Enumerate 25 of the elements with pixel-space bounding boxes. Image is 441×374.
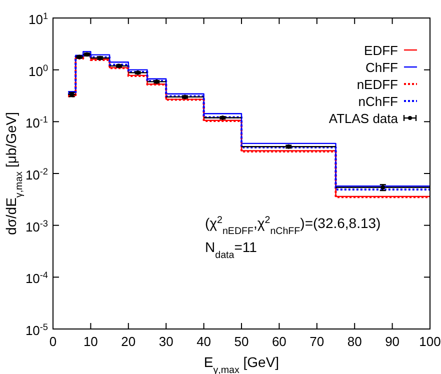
- legend-label: nEDFF: [356, 77, 398, 92]
- x-tick-label: 30: [158, 334, 174, 349]
- x-tick-label: 60: [272, 334, 286, 349]
- x-tick-label: 0: [49, 334, 57, 349]
- x-tick-label: 40: [196, 334, 212, 349]
- x-tick-label: 70: [310, 334, 324, 349]
- x-tick-label: 80: [347, 334, 362, 349]
- y-tick-label: 10$^{-2}$: [25, 166, 48, 182]
- legend-label: EDFF: [364, 43, 398, 58]
- annotation: (χ$^{2}$$_{nEDFF}$,χ$^{2}$$_{nChFF}$)=(32.6,8.13): [205, 214, 381, 236]
- legend-label: ChFF: [366, 60, 398, 75]
- x-tick-label: 20: [121, 334, 136, 349]
- y-tick-label: 10$^{0}$: [28, 62, 48, 79]
- y-tick-label: 10$^{1}$: [28, 11, 48, 27]
- y-tick-label: 10$^{-5}$: [25, 322, 48, 338]
- y-tick-label: 10$^{-3}$: [25, 218, 48, 234]
- y-tick-label: 10$^{-4}$: [25, 270, 48, 286]
- annotation: N$_{data}$=11: [205, 239, 258, 260]
- legend-label: nChFF: [358, 94, 398, 109]
- x-tick-label: 90: [385, 334, 400, 349]
- x-tick-label: 50: [234, 334, 249, 349]
- x-tick-label: 100: [419, 334, 441, 349]
- legend-label: ATLAS data: [328, 111, 399, 126]
- y-tick-label: 10$^{-1}$: [25, 114, 48, 131]
- x-tick-label: 10: [83, 334, 98, 349]
